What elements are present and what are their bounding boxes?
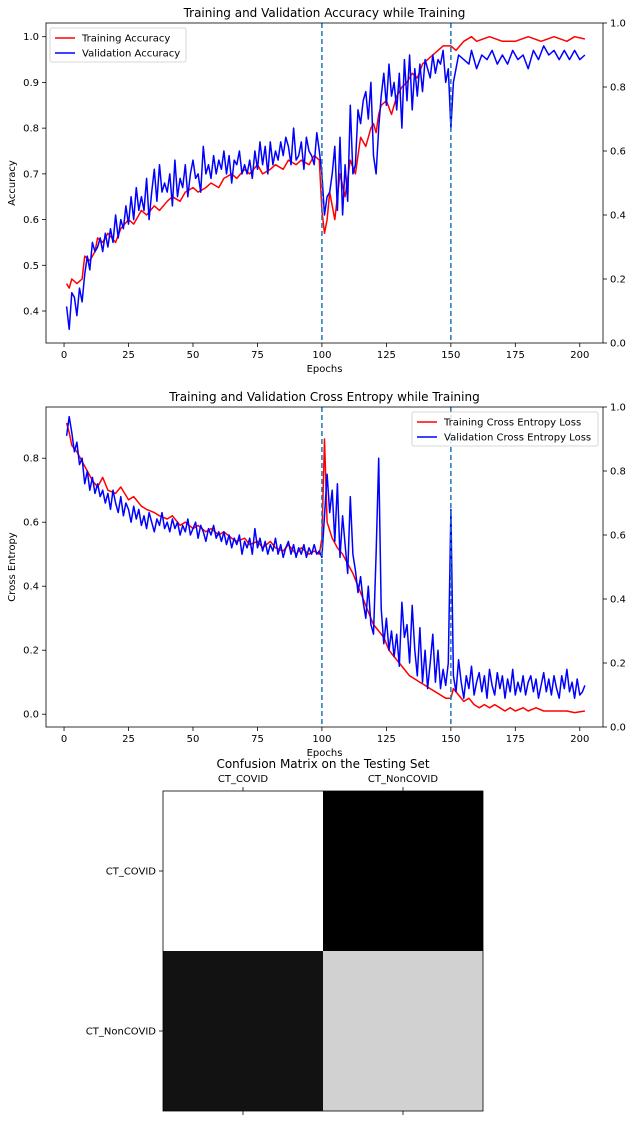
y-tick-label: 0.8: [23, 124, 39, 135]
matrix-cell-0-0: [163, 791, 323, 951]
x-tick-label: 50: [187, 734, 200, 745]
legend-label-0: Training Accuracy: [81, 34, 170, 45]
right-tick-label: 0.6: [610, 147, 626, 158]
right-tick-label: 0.0: [610, 339, 626, 350]
matrix-cell-1-1: [323, 951, 483, 1111]
series-line-0: [65, 422, 586, 714]
y-tick-label: 0.7: [23, 169, 39, 180]
y-axis-label: Cross Entropy: [7, 532, 18, 602]
y-tick-label: 0.4: [23, 307, 39, 318]
x-tick-label: 125: [377, 350, 396, 361]
right-tick-label: 0.0: [610, 723, 626, 734]
matrix-frame: [162, 790, 484, 1112]
x-axis-label: Epochs: [307, 748, 343, 759]
row-label: CT_COVID: [106, 867, 157, 878]
right-tick-label: 0.4: [610, 595, 626, 606]
x-tick-label: 150: [441, 734, 460, 745]
row-label: CT_NonCOVID: [86, 1027, 156, 1038]
y-tick-label: 0.6: [23, 215, 39, 226]
right-tick-label: 1.0: [610, 403, 626, 414]
y-tick-label: 0.9: [23, 78, 39, 89]
legend-box: [411, 411, 599, 447]
right-tick-label: 1.0: [610, 19, 626, 30]
legend-label-1: Validation Cross Entropy Loss: [444, 433, 591, 444]
x-tick-label: 25: [122, 734, 135, 745]
chart-title: Training and Validation Accuracy while T…: [183, 6, 466, 20]
legend-label-1: Validation Accuracy: [82, 49, 180, 60]
y-tick-label: 0.4: [23, 582, 39, 593]
x-tick-label: 200: [570, 734, 589, 745]
y-tick-label: 0.0: [23, 710, 39, 721]
y-tick-label: 0.5: [23, 261, 39, 272]
chart-title: Confusion Matrix on the Testing Set: [216, 757, 429, 771]
series-line-1: [65, 45, 586, 331]
matrix-cell-1-0: [163, 951, 323, 1111]
x-tick-label: 175: [506, 350, 525, 361]
y-tick-label: 1.0: [23, 32, 39, 43]
x-tick-label: 0: [61, 734, 67, 745]
x-tick-label: 25: [122, 350, 135, 361]
axes-frame: [45, 22, 604, 344]
right-tick-label: 0.6: [610, 531, 626, 542]
legend-box: [49, 27, 187, 63]
y-tick-label: 0.2: [23, 646, 39, 657]
x-axis-label: Epochs: [307, 364, 343, 375]
axes-frame: [45, 406, 604, 728]
x-tick-label: 150: [441, 350, 460, 361]
col-label: CT_NonCOVID: [368, 774, 438, 785]
y-tick-label: 0.6: [23, 518, 39, 529]
col-label: CT_COVID: [218, 774, 269, 785]
right-tick-label: 0.8: [610, 83, 626, 94]
series-line-1: [65, 415, 586, 699]
x-tick-label: 175: [506, 734, 525, 745]
y-tick-label: 0.8: [23, 454, 39, 465]
x-tick-label: 50: [187, 350, 200, 361]
right-tick-label: 0.8: [610, 467, 626, 478]
matrix-cell-0-1: [323, 791, 483, 951]
x-tick-label: 100: [312, 350, 331, 361]
right-tick-label: 0.4: [610, 211, 626, 222]
y-axis-label: Accuracy: [7, 160, 18, 206]
x-tick-label: 100: [312, 734, 331, 745]
legend-label-0: Training Cross Entropy Loss: [443, 418, 581, 429]
x-tick-label: 200: [570, 350, 589, 361]
x-tick-label: 75: [251, 350, 264, 361]
right-tick-label: 0.2: [610, 275, 626, 286]
series-line-0: [65, 35, 586, 289]
chart-title: Training and Validation Cross Entropy wh…: [168, 390, 479, 404]
right-tick-label: 0.2: [610, 659, 626, 670]
x-tick-label: 0: [61, 350, 67, 361]
x-tick-label: 125: [377, 734, 396, 745]
x-tick-label: 75: [251, 734, 264, 745]
